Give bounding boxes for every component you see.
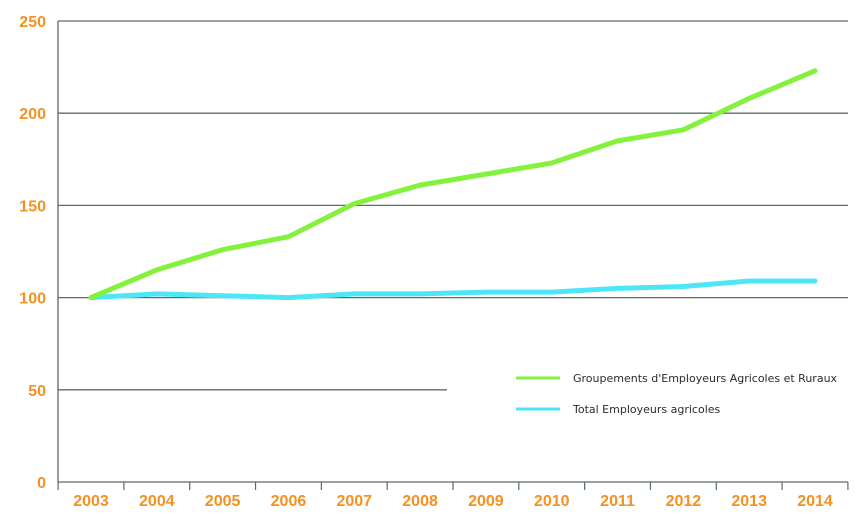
x-tick-label-2009: 2009 <box>468 493 504 510</box>
x-tick-label-2004: 2004 <box>139 493 175 510</box>
series-line-total <box>88 278 818 301</box>
series-line-groupements <box>88 68 818 301</box>
legend: Groupements d'Employeurs Agricoles et Ru… <box>516 372 838 416</box>
grid-layer <box>58 20 848 391</box>
x-tick-label-2005: 2005 <box>205 493 241 510</box>
legend-label-groupements: Groupements d'Employeurs Agricoles et Ru… <box>573 372 838 385</box>
x-tick-label-2006: 2006 <box>271 493 307 510</box>
y-tick-label-250: 250 <box>19 14 46 31</box>
x-tick-label-2010: 2010 <box>534 493 570 510</box>
x-tick-label-2008: 2008 <box>402 493 438 510</box>
y-tick-label-0: 0 <box>37 475 46 492</box>
x-tick-label-2012: 2012 <box>666 493 702 510</box>
x-tick-label-2003: 2003 <box>73 493 109 510</box>
y-tick-label-200: 200 <box>19 106 46 123</box>
x-tick-label-2007: 2007 <box>336 493 372 510</box>
x-tick-label-2013: 2013 <box>731 493 767 510</box>
y-tick-label-50: 50 <box>28 383 46 400</box>
y-axis-ticks: 0 50 100 150 200 250 <box>19 14 46 492</box>
x-tick-label-2014: 2014 <box>797 493 833 510</box>
x-axis-ticks: 2003 2004 2005 2006 2007 2008 2009 2010 2011 2012… <box>73 493 833 510</box>
legend-label-total: Total Employeurs agricoles <box>572 403 721 416</box>
y-tick-label-100: 100 <box>19 291 46 308</box>
axis-layer <box>57 21 849 490</box>
y-tick-label-150: 150 <box>19 198 46 215</box>
x-tick-label-2011: 2011 <box>600 493 635 510</box>
series-layer <box>88 68 818 301</box>
